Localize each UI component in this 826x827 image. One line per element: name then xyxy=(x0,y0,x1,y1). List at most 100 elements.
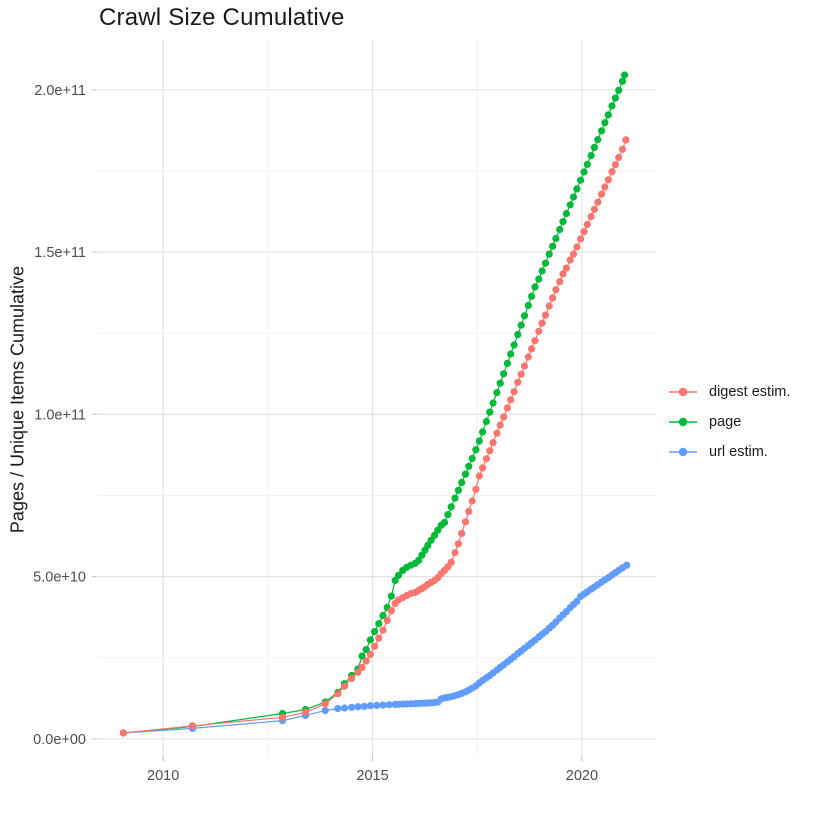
data-point xyxy=(493,389,501,397)
x-axis-tick-label: 2010 xyxy=(147,768,179,784)
data-point xyxy=(387,592,395,600)
data-point xyxy=(334,690,342,698)
minor-gridlines xyxy=(97,40,656,756)
data-point xyxy=(366,636,374,644)
data-point xyxy=(556,225,564,234)
data-point xyxy=(615,86,623,94)
data-point xyxy=(559,270,567,278)
data-point xyxy=(545,302,553,310)
x-axis-tick-label: 2015 xyxy=(356,768,388,784)
legend-key-point xyxy=(678,387,688,397)
data-point xyxy=(549,294,557,302)
data-point xyxy=(475,472,483,480)
data-point xyxy=(594,198,602,206)
legend-key-point xyxy=(678,417,688,427)
data-point xyxy=(371,628,379,636)
legend-item-page: page xyxy=(668,407,790,437)
data-point xyxy=(583,160,591,168)
data-point xyxy=(188,722,197,730)
data-point xyxy=(601,183,609,191)
data-point xyxy=(482,455,490,463)
data-point xyxy=(503,404,511,412)
legend-label: url estim. xyxy=(709,444,768,460)
data-point xyxy=(514,331,522,339)
data-point xyxy=(598,127,606,135)
data-point xyxy=(577,235,585,243)
y-axis-tick-label: 1.0e+11 xyxy=(34,407,86,423)
data-point xyxy=(569,193,578,201)
data-point xyxy=(373,701,381,710)
data-point xyxy=(510,388,518,396)
data-point xyxy=(348,674,356,683)
data-point xyxy=(415,556,423,565)
data-point xyxy=(379,626,387,634)
data-point xyxy=(611,161,620,169)
data-point xyxy=(507,350,515,358)
data-point xyxy=(375,634,383,642)
data-point xyxy=(447,558,455,566)
data-point xyxy=(528,292,536,300)
legend-item-url-estim: url estim. xyxy=(668,437,790,467)
data-point xyxy=(541,259,550,267)
data-point xyxy=(348,703,356,711)
y-axis-tick-label: 2.0e+11 xyxy=(34,83,86,99)
data-point xyxy=(468,497,476,505)
data-point xyxy=(366,650,374,659)
series-digest-estim xyxy=(119,136,630,737)
data-point xyxy=(604,176,612,184)
data-point xyxy=(461,518,470,526)
data-point xyxy=(391,576,399,585)
data-point xyxy=(562,264,571,272)
data-point xyxy=(549,242,557,250)
data-point xyxy=(587,212,595,221)
data-point xyxy=(358,663,366,672)
data-point xyxy=(541,311,550,319)
data-point xyxy=(528,345,536,353)
data-point xyxy=(531,283,539,291)
data-point xyxy=(618,77,627,85)
data-point xyxy=(510,341,518,349)
data-point xyxy=(615,153,623,161)
data-point xyxy=(520,312,529,320)
data-point xyxy=(479,464,487,472)
data-point xyxy=(577,176,585,184)
data-point xyxy=(566,256,574,264)
legend-key-page xyxy=(669,417,697,427)
data-point xyxy=(360,702,368,711)
data-point xyxy=(587,151,595,160)
y-axis-title: Pages / Unique Items Cumulative xyxy=(7,265,28,534)
legend-key-digest-estim xyxy=(669,387,697,397)
data-point xyxy=(486,447,494,455)
data-point xyxy=(451,549,459,557)
data-point xyxy=(590,205,599,213)
data-point xyxy=(458,478,466,487)
data-point xyxy=(608,102,616,110)
data-point xyxy=(468,454,476,463)
data-point xyxy=(358,652,366,660)
data-point xyxy=(458,529,466,538)
legend-key-point xyxy=(678,447,688,457)
data-point xyxy=(387,607,395,615)
data-point xyxy=(475,437,483,445)
data-point xyxy=(479,428,487,436)
data-point xyxy=(366,702,374,710)
data-point xyxy=(524,353,532,361)
data-point xyxy=(601,119,609,127)
data-point xyxy=(461,470,470,478)
data-point xyxy=(545,250,553,258)
data-point xyxy=(278,713,287,722)
data-point xyxy=(604,111,612,119)
y-axis-tick-label: 1.5e+11 xyxy=(34,245,86,261)
data-point xyxy=(375,620,383,628)
data-point xyxy=(608,168,616,176)
data-point xyxy=(472,485,480,493)
data-point xyxy=(379,611,387,620)
data-point xyxy=(440,518,449,527)
data-point xyxy=(394,571,403,579)
legend-label: digest estim. xyxy=(709,384,791,400)
data-point xyxy=(562,210,571,218)
data-point xyxy=(444,510,452,519)
data-point xyxy=(340,704,349,712)
data-point xyxy=(362,657,370,665)
